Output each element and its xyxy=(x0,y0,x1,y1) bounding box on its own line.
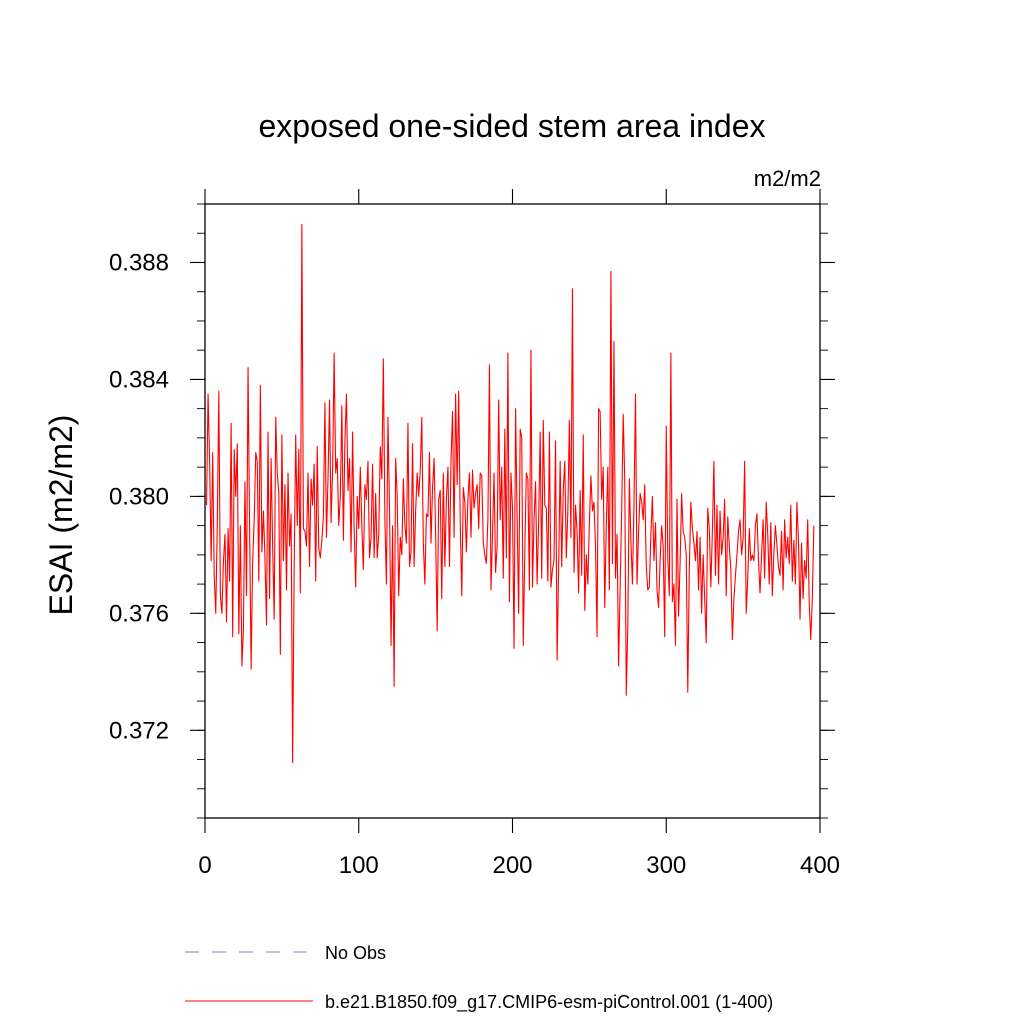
legend-label-no-obs: No Obs xyxy=(325,943,386,963)
y-axis-tick-labels: 0.372 0.376 0.380 0.384 0.388 xyxy=(109,249,169,744)
y-tick-label: 0.380 xyxy=(109,483,169,510)
units-label: m2/m2 xyxy=(754,166,821,191)
y-tick-label: 0.384 xyxy=(109,366,169,393)
legend-label-control: b.e21.B1850.f09_g17.CMIP6-esm-piControl.… xyxy=(325,992,773,1013)
legend: No Obs b.e21.B1850.f09_g17.CMIP6-esm-piC… xyxy=(185,943,773,1013)
y-tick-label: 0.376 xyxy=(109,600,169,627)
y-tick-label: 0.372 xyxy=(109,717,169,744)
x-tick-label: 0 xyxy=(198,852,211,879)
y-tick-label: 0.388 xyxy=(109,249,169,276)
chart-title: exposed one-sided stem area index xyxy=(259,108,766,144)
x-tick-label: 300 xyxy=(646,852,686,879)
x-tick-label: 200 xyxy=(492,852,532,879)
x-tick-label: 100 xyxy=(339,852,379,879)
x-axis-tick-labels: 0 100 200 300 400 xyxy=(198,852,840,879)
y-axis-ticks xyxy=(190,203,835,819)
y-axis-label: ESAI (m2/m2) xyxy=(43,415,79,616)
series-line-esm-picontrol xyxy=(205,223,815,764)
x-axis-ticks xyxy=(204,189,821,833)
x-tick-label: 400 xyxy=(800,852,840,879)
